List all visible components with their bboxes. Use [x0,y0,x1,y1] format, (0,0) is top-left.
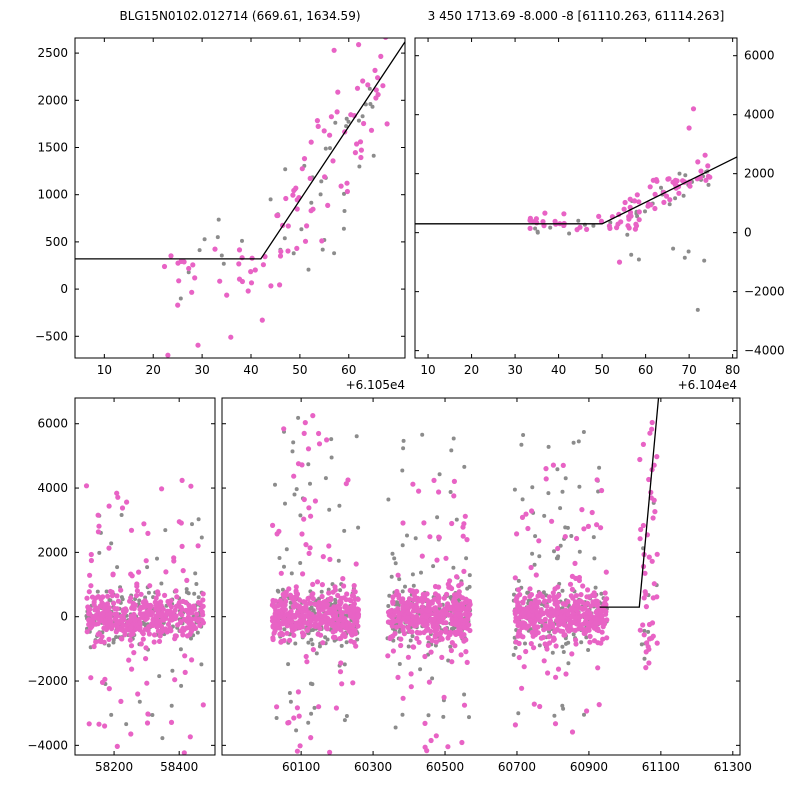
top-right-points-pink-1 [621,152,713,223]
top-right-frame [414,37,738,359]
top-right-points-gray-1 [629,169,711,263]
svg-text:30: 30 [194,363,209,377]
plot-title-right: 3 450 1713.69 -8.000 -8 [61110.263, 6111… [427,9,725,23]
plot-title-left: BLG15N0102.012714 (669.61, 1634.59) [119,9,361,23]
svg-text:10: 10 [97,363,112,377]
top-left-points-gray-2 [268,167,346,256]
svg-text:80: 80 [725,363,740,377]
svg-text:4000: 4000 [744,108,775,122]
bottom-right-frame [221,397,741,756]
top-right-plot-area [415,106,737,312]
svg-text:58200: 58200 [95,760,133,774]
bottom-left-frame [74,397,216,756]
svg-text:+6.104e4: +6.104e4 [678,378,737,392]
svg-text:50: 50 [594,363,609,377]
bottom-right-points-gray-1 [385,432,473,730]
svg-text:60: 60 [341,363,356,377]
svg-text:60100: 60100 [282,760,320,774]
top-left-model-line [75,41,405,260]
bottom-right-points-pink-1 [385,477,473,754]
svg-text:30: 30 [507,363,522,377]
bottom-left-ticks [75,398,215,755]
panel-bottom-right: 60100 60300 60500 60700 60900 61100 61300 [221,397,752,774]
svg-text:2000: 2000 [37,545,68,559]
top-right-points-gray-2 [682,255,700,312]
bottom-right-points-gray-2 [511,430,609,718]
bottom-right-model-line [599,398,660,608]
svg-text:50: 50 [292,363,307,377]
svg-text:6000: 6000 [37,417,68,431]
svg-text:−4000: −4000 [744,344,785,358]
svg-text:60: 60 [638,363,653,377]
top-left-points-pink-2 [165,42,381,358]
svg-text:6000: 6000 [744,49,775,63]
svg-text:60700: 60700 [498,760,536,774]
top-right-ticks [415,38,737,358]
top-left-tick-labels: 10 20 30 40 50 60 −500 0 500 1000 1500 2000 2500 +6.1… [35,46,405,392]
svg-text:40: 40 [243,363,258,377]
top-left-frame [74,37,406,359]
svg-text:60300: 60300 [354,760,392,774]
svg-text:60900: 60900 [570,760,608,774]
svg-text:0: 0 [744,226,752,240]
bottom-right-tick-labels: 60100 60300 60500 60700 60900 61100 61300 [282,760,752,774]
svg-text:−4000: −4000 [27,738,68,752]
svg-text:2500: 2500 [37,46,68,60]
top-right-points-pink-0 [527,209,640,233]
top-right-tick-labels: 10 20 30 40 50 60 70 80 −4000 −2000 0 2000 4000 6000 +… [420,49,784,392]
top-right-model-line [415,156,737,225]
top-left-points-pink-1 [274,38,390,288]
svg-text:60500: 60500 [426,760,464,774]
bottom-right-plot-area [269,398,660,755]
bottom-left-points-pink-0 [83,477,206,755]
bottom-left-tick-labels: 58200 58400 −4000 −2000 0 2000 4000 6000 [27,417,198,774]
bottom-left-plot-area [83,477,206,755]
svg-text:58400: 58400 [160,760,198,774]
panel-top-right: 10 20 30 40 50 60 70 80 −4000 −2000 0 2000 4000 6000 +… [414,37,785,392]
svg-text:10: 10 [420,363,435,377]
panel-bottom-left: 58200 58400 −4000 −2000 0 2000 4000 6000 [27,397,216,774]
svg-text:−2000: −2000 [27,674,68,688]
svg-text:0: 0 [60,282,68,296]
svg-text:−500: −500 [35,329,68,343]
svg-text:2000: 2000 [744,167,775,181]
svg-text:500: 500 [45,235,68,249]
top-left-points-gray-0 [178,217,244,301]
svg-text:0: 0 [60,610,68,624]
svg-text:40: 40 [551,363,566,377]
bottom-right-points-gray-0 [271,415,361,733]
bottom-right-points-pink-0 [269,413,362,755]
svg-text:1000: 1000 [37,188,68,202]
svg-text:61100: 61100 [642,760,680,774]
svg-text:20: 20 [146,363,161,377]
svg-text:+6.105e4: +6.105e4 [346,378,405,392]
top-left-points-gray-1 [275,86,376,272]
top-right-points-pink-2 [616,106,701,265]
top-left-points-pink-0 [161,246,284,348]
svg-text:1500: 1500 [37,140,68,154]
svg-text:2000: 2000 [37,93,68,107]
bottom-right-points-pink-3 [637,419,660,671]
top-left-ticks [75,38,405,358]
svg-text:70: 70 [681,363,696,377]
svg-text:61300: 61300 [714,760,752,774]
bottom-right-ticks [222,398,740,755]
top-left-plot-area [75,38,405,358]
panel-top-left: 10 20 30 40 50 60 −500 0 500 1000 1500 2000 2500 +6.1… [35,37,406,392]
svg-text:20: 20 [464,363,479,377]
top-right-points-gray-0 [533,218,630,237]
svg-text:−2000: −2000 [744,285,785,299]
svg-text:4000: 4000 [37,481,68,495]
bottom-right-points-pink-2 [512,462,610,735]
